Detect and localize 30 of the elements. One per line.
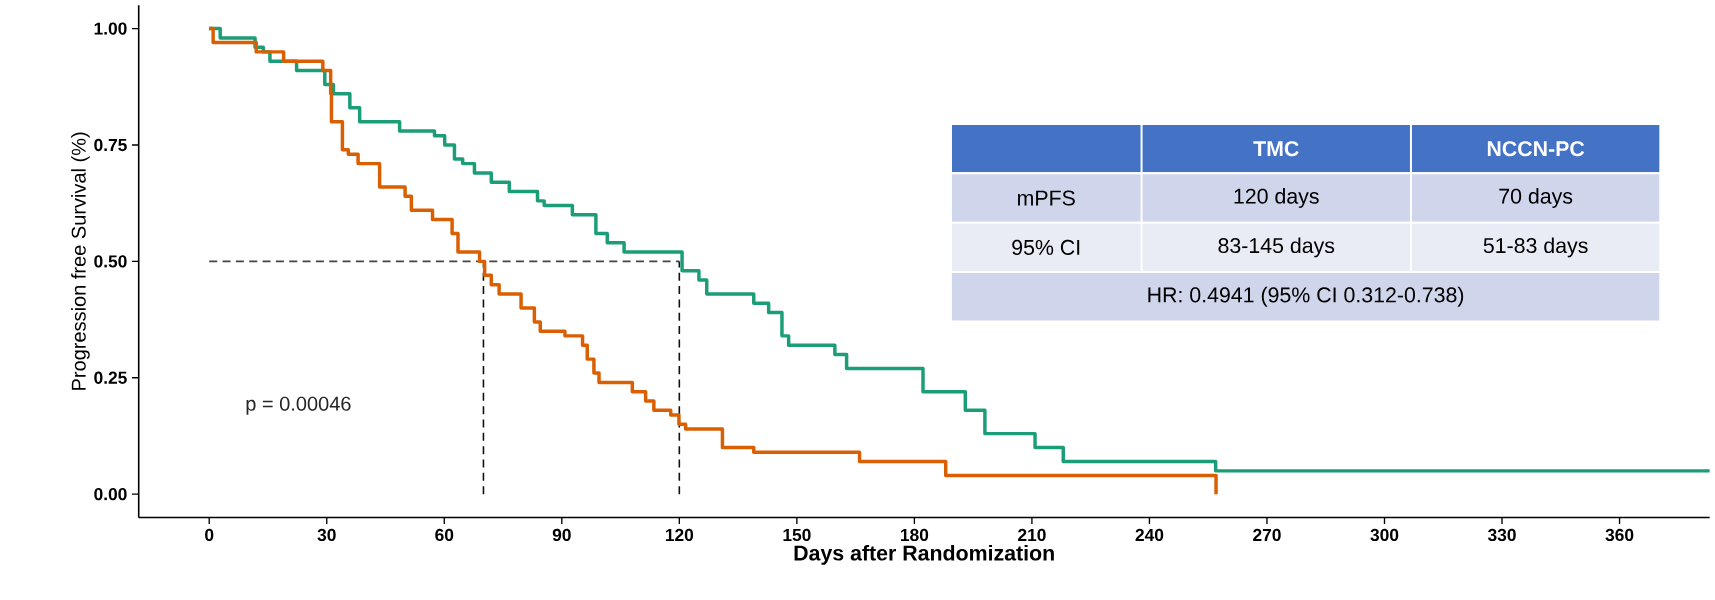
x-tick-label: 150	[783, 528, 811, 542]
x-tick-label: 360	[1605, 528, 1634, 542]
x-axis-title: Days after Randomization	[794, 544, 1054, 565]
x-tick-label: 270	[1253, 528, 1281, 542]
annotation: NCCN-PC	[1487, 141, 1585, 157]
x-tick-label: 180	[901, 528, 929, 542]
x-tick-label: 300	[1370, 528, 1399, 542]
x-tick-label: 90	[552, 528, 571, 542]
y-tick-label: 0.75	[94, 138, 127, 152]
y-tick-label: 0.50	[94, 255, 127, 268]
y-axis-title: Progression free Survival (%)	[71, 132, 90, 390]
annotation: TMC	[1253, 141, 1299, 157]
x-tick-label: 210	[1018, 528, 1046, 542]
annotation: 83-145 days	[1218, 237, 1335, 258]
annotation: p = 0.00046	[246, 396, 351, 415]
x-tick-label: 30	[317, 528, 336, 542]
annotation: 51-83 days	[1483, 237, 1588, 258]
annotation: 70 days	[1499, 188, 1573, 208]
x-tick-label: 330	[1487, 528, 1516, 542]
y-tick-label: 0.25	[94, 371, 127, 384]
y-tick-label: 1.00	[94, 22, 127, 35]
x-tick-label: 60	[435, 528, 454, 542]
x-tick-label: 240	[1135, 528, 1164, 542]
y-tick-label: 0.00	[94, 487, 127, 501]
annotation: 95% CI	[1012, 239, 1080, 255]
x-tick-label: 120	[665, 528, 694, 542]
annotation: HR: 0.4941 (95% CI 0.312-0.738)	[1148, 286, 1464, 307]
annotation: mPFS	[1018, 190, 1075, 206]
annotation: 120 days	[1234, 188, 1319, 208]
x-tick-label: 0	[205, 528, 214, 542]
